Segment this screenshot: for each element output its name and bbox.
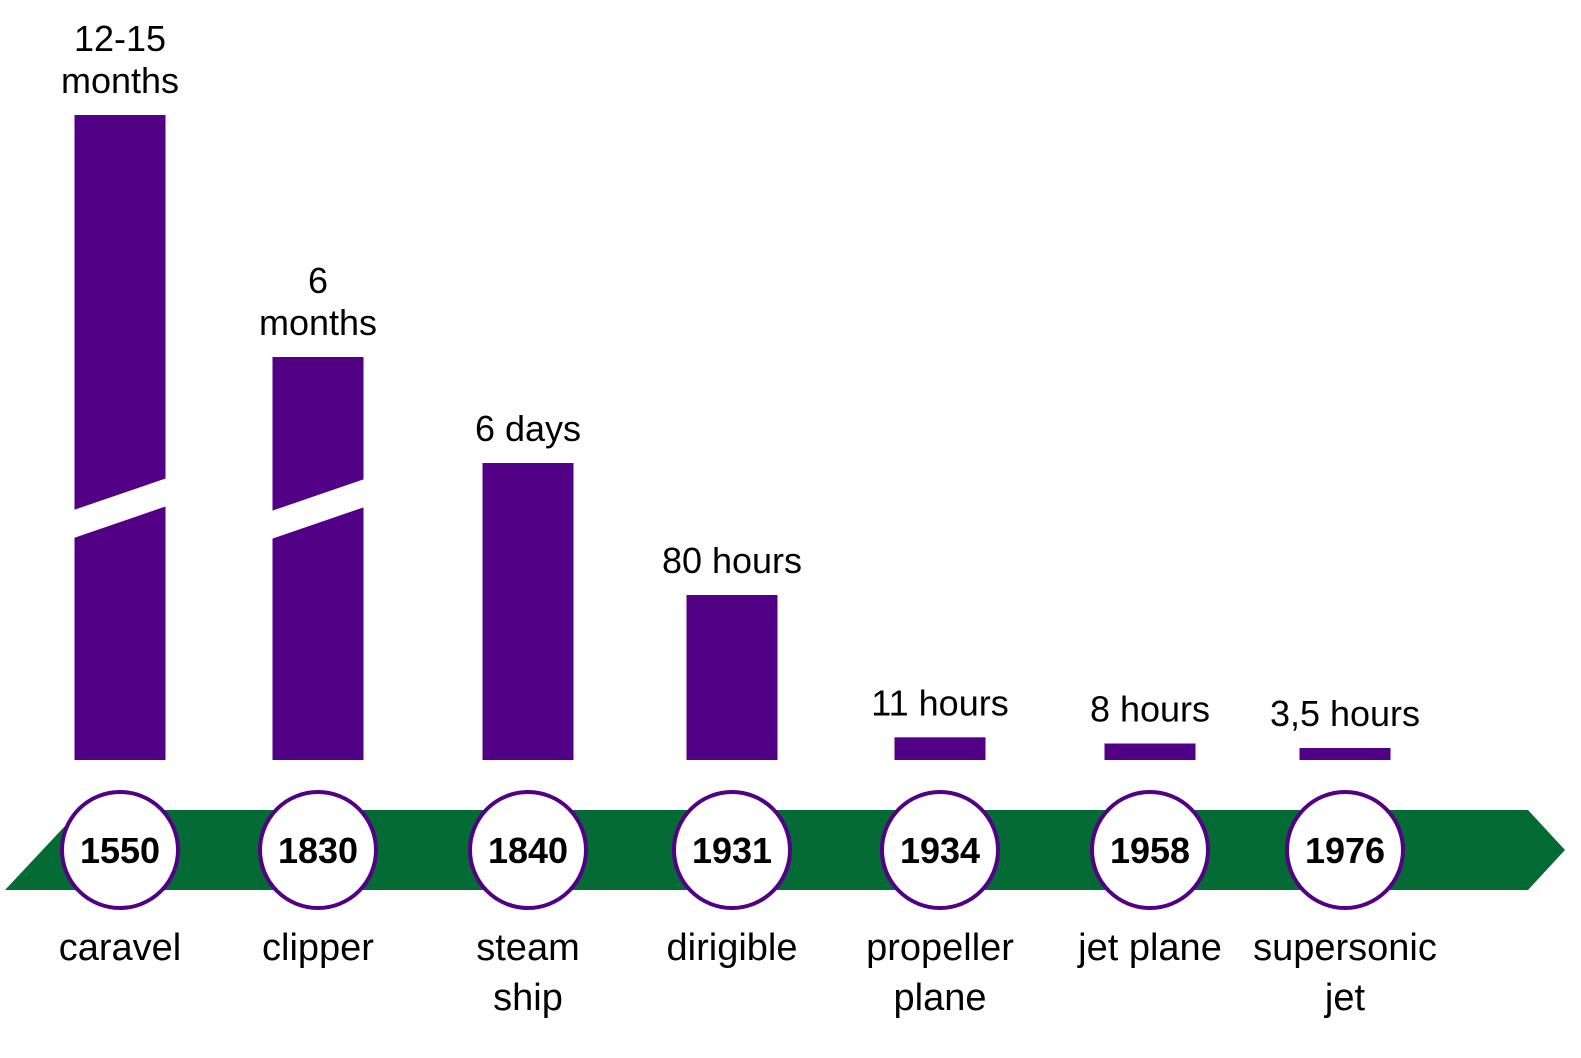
value-label-1840: 6 days xyxy=(475,408,581,449)
year-label-1976: 1976 xyxy=(1305,830,1385,871)
bar-1550 xyxy=(74,115,166,760)
bar-1840 xyxy=(482,463,574,760)
mode-label-1934: propeller xyxy=(866,927,1014,969)
bar-1934 xyxy=(894,737,986,760)
bar-1958 xyxy=(1104,743,1196,760)
year-label-1550: 1550 xyxy=(80,830,160,871)
value-label-1830: months xyxy=(259,302,377,343)
mode-label-1840: steam xyxy=(476,927,579,969)
year-label-1934: 1934 xyxy=(900,830,980,871)
value-label-1550: 12-15 xyxy=(74,18,166,59)
year-label-1840: 1840 xyxy=(488,830,568,871)
value-label-1958: 8 hours xyxy=(1090,689,1210,730)
mode-label-1840: ship xyxy=(493,977,563,1019)
mode-label-1550: caravel xyxy=(59,927,182,969)
mode-label-1934: plane xyxy=(894,977,987,1019)
year-label-1830: 1830 xyxy=(278,830,358,871)
year-circle-1934 xyxy=(880,790,1000,910)
value-label-1976: 3,5 hours xyxy=(1270,693,1420,734)
mode-label-1976: jet xyxy=(1324,977,1366,1019)
mode-labels-group: caravel clipper steam ship dirigible propelle… xyxy=(59,927,1437,1019)
value-label-1934: 11 hours xyxy=(871,682,1008,723)
year-circle-1958 xyxy=(1090,790,1210,910)
year-circle-1840 xyxy=(468,790,588,910)
year-circle-1830 xyxy=(258,790,378,910)
year-markers-group: 1550 1830 1840 1931 1934 1958 1976 xyxy=(60,790,1405,910)
mode-label-1830: clipper xyxy=(262,927,374,969)
year-circle-1976 xyxy=(1285,790,1405,910)
value-label-1931: 80 hours xyxy=(662,540,802,581)
value-label-1830: 6 xyxy=(308,260,328,301)
axis-break-1830 xyxy=(268,477,368,540)
axis-break-1550 xyxy=(70,477,170,540)
bar-1931 xyxy=(686,595,778,760)
year-circle-1931 xyxy=(672,790,792,910)
bar-1830 xyxy=(272,357,364,760)
mode-label-1958: jet plane xyxy=(1077,927,1222,969)
year-label-1958: 1958 xyxy=(1110,830,1190,871)
year-label-1931: 1931 xyxy=(692,830,772,871)
mode-label-1931: dirigible xyxy=(667,927,798,969)
mode-label-1976: supersonic xyxy=(1253,927,1437,969)
year-circle-1550 xyxy=(60,790,180,910)
bars-group xyxy=(70,115,1391,760)
bar-1976 xyxy=(1299,748,1391,760)
value-label-1550: months xyxy=(61,60,179,101)
